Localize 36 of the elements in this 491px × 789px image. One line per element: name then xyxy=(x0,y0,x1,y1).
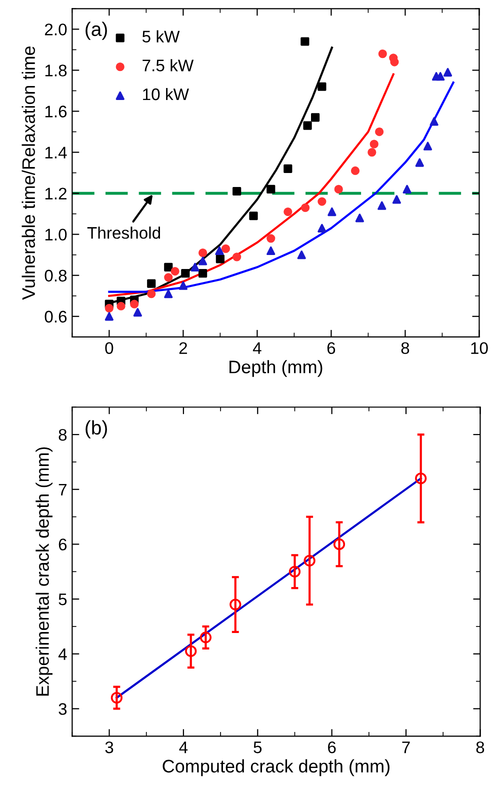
y-tick-label: 1.2 xyxy=(45,188,66,200)
annotation: (a) xyxy=(86,22,107,40)
y-tick-label: 2.0 xyxy=(44,24,67,36)
x-tick-label: 7 xyxy=(402,742,410,754)
x-tick-label: 6 xyxy=(328,741,336,754)
y-tick-label: 1.6 xyxy=(45,106,67,118)
y-tick-label: 1.4 xyxy=(45,146,67,158)
x-tick-label: 5 xyxy=(254,742,262,754)
y-tick-label: 4 xyxy=(58,648,67,660)
x-tick-label: 4 xyxy=(252,342,262,354)
annotation: (b) xyxy=(86,420,107,438)
x-tick-label: 3 xyxy=(105,741,114,754)
x-tick-label: 4 xyxy=(179,742,188,754)
y-tick-label: 1.0 xyxy=(45,228,67,241)
y-tick-label: 3 xyxy=(58,703,67,715)
y-axis-title: Vulnerable time/Relaxation time xyxy=(22,46,36,300)
y-tick-label: 7 xyxy=(58,484,66,496)
legend-label: 5 kW xyxy=(142,30,180,42)
y-tick-label: 6 xyxy=(58,538,67,550)
x-tick-label: 10 xyxy=(471,342,488,354)
x-tick-label: 8 xyxy=(476,741,484,754)
y-axis-title: Experimental crack depth (mm) xyxy=(36,447,52,696)
y-tick-label: 8 xyxy=(58,428,67,441)
legend-label: 7.5 kW xyxy=(142,59,194,72)
y-tick-label: 1.8 xyxy=(45,64,67,76)
y-tick-label: 0.6 xyxy=(44,310,67,323)
x-tick-label: 6 xyxy=(327,342,336,354)
x-axis-title: Depth (mm) xyxy=(230,360,322,377)
x-tick-label: 0 xyxy=(105,342,114,354)
y-tick-label: 0.8 xyxy=(44,270,67,282)
annotation: Threshold xyxy=(87,226,160,239)
x-tick-label: 2 xyxy=(179,342,187,354)
x-axis-title: Computed crack depth (mm) xyxy=(162,759,390,776)
x-tick-label: 8 xyxy=(401,342,410,354)
y-tick-label: 5 xyxy=(58,594,67,606)
legend-label: 10 kW xyxy=(143,88,189,100)
